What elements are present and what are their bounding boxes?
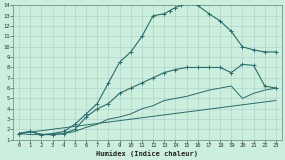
X-axis label: Humidex (Indice chaleur): Humidex (Indice chaleur) — [97, 150, 198, 156]
